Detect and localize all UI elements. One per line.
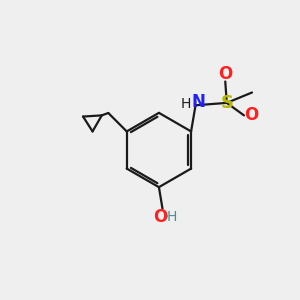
Text: S: S <box>220 94 233 112</box>
Text: O: O <box>153 208 167 226</box>
Text: ·: · <box>164 210 169 224</box>
Text: O: O <box>218 65 232 83</box>
Text: H: H <box>167 211 177 224</box>
Text: H: H <box>181 97 191 111</box>
Text: O: O <box>244 106 259 124</box>
Text: N: N <box>192 93 206 111</box>
